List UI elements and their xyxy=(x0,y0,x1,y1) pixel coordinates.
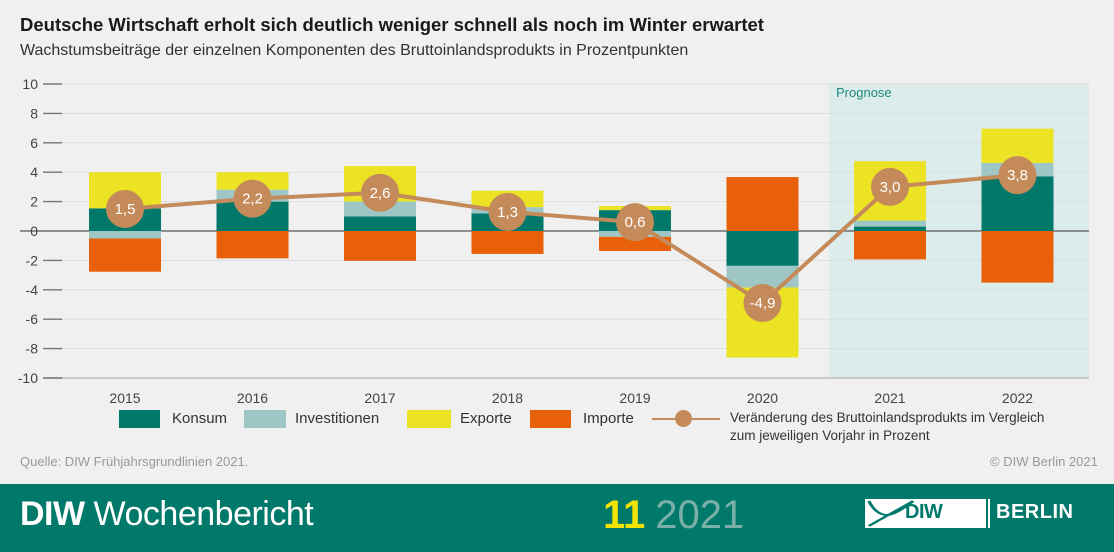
svg-text:0,6: 0,6 xyxy=(625,214,646,231)
svg-text:8: 8 xyxy=(30,105,38,121)
svg-text:2019: 2019 xyxy=(619,390,650,406)
svg-text:0: 0 xyxy=(30,223,38,239)
svg-text:2,2: 2,2 xyxy=(242,191,263,208)
svg-text:-8: -8 xyxy=(26,341,39,357)
svg-text:1,5: 1,5 xyxy=(115,201,136,218)
svg-text:2020: 2020 xyxy=(747,390,778,406)
svg-text:4: 4 xyxy=(30,164,38,180)
svg-text:-6: -6 xyxy=(26,311,39,327)
svg-text:1,3: 1,3 xyxy=(497,204,518,221)
svg-text:2015: 2015 xyxy=(109,390,140,406)
svg-text:2016: 2016 xyxy=(237,390,268,406)
svg-text:10: 10 xyxy=(22,76,38,92)
svg-text:2: 2 xyxy=(30,194,38,210)
svg-text:2022: 2022 xyxy=(1002,390,1033,406)
svg-text:-4: -4 xyxy=(26,282,39,298)
svg-text:3,8: 3,8 xyxy=(1007,167,1028,184)
svg-text:3,0: 3,0 xyxy=(880,179,901,196)
svg-text:-4,9: -4,9 xyxy=(750,295,776,312)
svg-text:6: 6 xyxy=(30,135,38,151)
svg-text:2018: 2018 xyxy=(492,390,523,406)
svg-text:2017: 2017 xyxy=(364,390,395,406)
svg-text:-10: -10 xyxy=(18,370,38,386)
svg-text:-2: -2 xyxy=(26,252,39,268)
svg-text:Prognose: Prognose xyxy=(836,85,892,100)
svg-text:2,6: 2,6 xyxy=(370,185,391,202)
svg-text:2021: 2021 xyxy=(874,390,905,406)
